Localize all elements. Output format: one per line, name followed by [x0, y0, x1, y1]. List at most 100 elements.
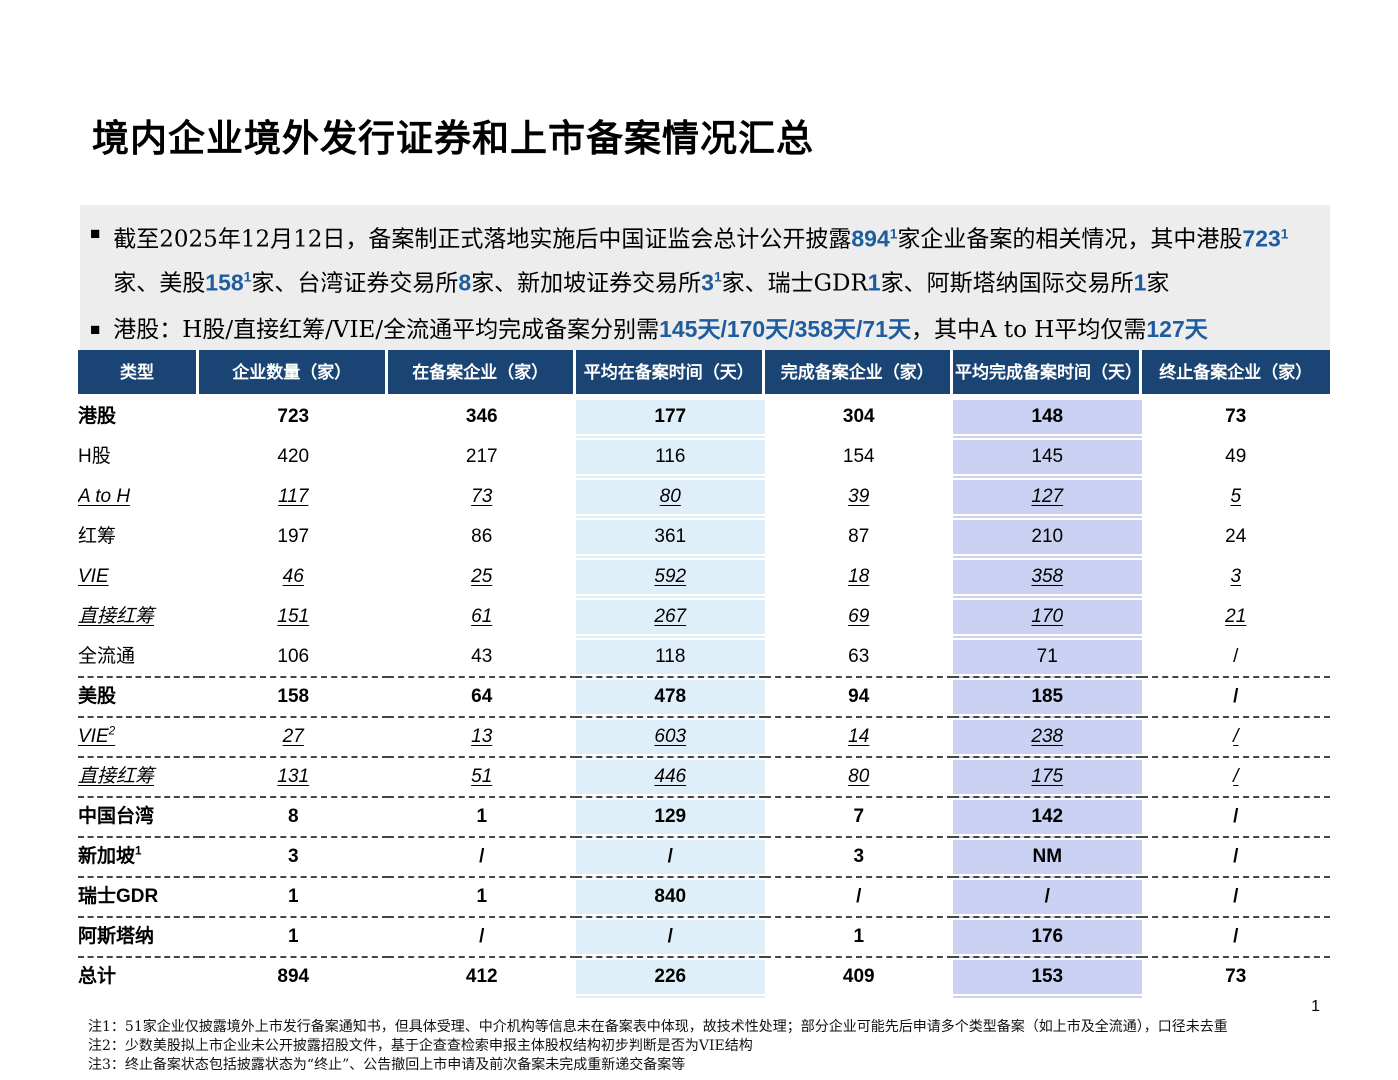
table-cell: 131	[199, 758, 388, 798]
table-cell: 18	[848, 566, 870, 587]
accent-text: 8	[458, 269, 472, 296]
table-cell: 118	[576, 638, 765, 678]
body-text: 家	[1146, 270, 1170, 297]
table-cell: 87	[848, 526, 870, 547]
row-label: 全流通	[78, 638, 199, 678]
table-row: 直接红筹 151 61 267 69 170 21	[78, 598, 1330, 638]
table-cell: 116	[576, 438, 765, 478]
table-cell: /	[764, 878, 953, 918]
body-text: 港股：H股/直接红筹/VIE/全流通平均完成备案分别需	[113, 317, 660, 344]
body-text: 家、阿斯塔纳国际交易所	[880, 270, 1134, 297]
table-cell: 478	[576, 678, 765, 718]
accent-text: 1	[889, 226, 898, 241]
table-cell: 894	[277, 966, 310, 987]
table-cell: /	[387, 918, 576, 958]
accent-text: 1	[713, 269, 722, 285]
table-cell: 80	[576, 478, 765, 518]
table-cell: 63	[764, 638, 953, 678]
table-row: 直接红筹 131 51 446 80 175/	[78, 758, 1330, 798]
bullet-item: ■ 港股：H股/直接红筹/VIE/全流通平均完成备案分别需145天/170天/35…	[90, 311, 1316, 349]
table-cell: 1	[764, 918, 953, 958]
row-label: A to H	[78, 486, 131, 507]
accent-text: 894	[851, 225, 890, 252]
table-cell: 27	[199, 718, 388, 758]
table-cell: 86	[471, 526, 493, 547]
table-row: VIE2 27 13 603 14 238/	[78, 718, 1330, 758]
table-row: A to H 117 73 80 39 127 5	[78, 478, 1330, 518]
table-cell: 13	[387, 718, 576, 758]
column-header: 平均在备案时间（天）	[576, 350, 765, 398]
table-cell: /	[1141, 678, 1330, 718]
row-label: 中国台湾	[78, 798, 199, 838]
bullet-text: 截至2025年12月12日，备案制正式落地实施后中国证监会总计公开披露8941家…	[113, 215, 1316, 302]
table-row: 中国台湾 8 1 129 7 142/	[78, 798, 1330, 838]
table-cell: 723	[277, 406, 310, 427]
bullet-square-icon: ■	[90, 320, 101, 340]
footnote-line: 注3：终止备案状态包括披露状态为“终止”、公告撤回上市申请及前次备案未完成重新递…	[88, 1057, 686, 1073]
table-cell: 185	[953, 678, 1142, 718]
body-text: 家企业备案的相关情况，其中港股	[897, 226, 1243, 253]
body-text: 家、新加坡证券交易所	[471, 270, 702, 297]
table-cell: 1	[199, 918, 388, 958]
table-header-row: 类型 企业数量（家） 在备案企业（家） 平均在备案时间（天） 完成备案企业（家） 平均完成…	[78, 350, 1330, 398]
table-cell: 358	[953, 558, 1142, 598]
table-row: 总计 894 412 226 409 153 73	[78, 958, 1330, 998]
table-cell: 177	[576, 398, 765, 438]
table-cell: 158	[199, 678, 388, 718]
accent-text: 1	[243, 269, 252, 285]
table-cell: 5	[1230, 486, 1242, 507]
table-cell: 148	[953, 398, 1142, 438]
column-header: 平均完成备案时间（天）	[953, 350, 1142, 398]
table-cell: 73	[471, 486, 493, 507]
table-cell: 238	[953, 718, 1142, 758]
table-cell: 145	[953, 438, 1142, 478]
table-cell: /	[576, 838, 765, 878]
table-cell: 197	[277, 526, 310, 547]
table-cell: 446	[576, 758, 765, 798]
table-cell: 3	[764, 838, 953, 878]
table-cell: 153	[953, 958, 1142, 998]
row-label: 总计	[78, 966, 117, 987]
table-cell: 46	[282, 566, 304, 587]
table-cell: 361	[576, 518, 765, 558]
table-cell: /	[1141, 838, 1330, 878]
table-cell: 1	[387, 878, 576, 918]
row-label: 阿斯塔纳	[78, 918, 199, 958]
table-cell: 8	[199, 798, 388, 838]
page-number: 1	[1311, 998, 1320, 1015]
table-cell: 49	[1225, 446, 1247, 467]
footnote-line: 注2：少数美股拟上市企业未公开披露招股文件，基于企查查检索申报主体股权结构初步判…	[88, 1038, 753, 1054]
table-cell: NM	[953, 838, 1142, 878]
table-cell: 117	[278, 486, 309, 507]
table-cell: 346	[465, 406, 498, 427]
table-cell: 14	[764, 718, 953, 758]
table-cell: 210	[953, 518, 1142, 558]
table-cell: 151	[277, 606, 310, 627]
table-cell: /	[576, 918, 765, 958]
table-cell: 69	[848, 606, 870, 627]
table-cell: /	[953, 878, 1142, 918]
summary-box: ■ 截至2025年12月12日，备案制正式落地实施后中国证监会总计公开披露8941…	[80, 205, 1330, 362]
table-row: H股 420 217 116 154 145 49	[78, 438, 1330, 478]
accent-text: 158	[205, 269, 244, 296]
table-cell: 24	[1225, 526, 1247, 547]
body-text: 家、美股	[113, 270, 206, 297]
row-label: VIE	[78, 566, 109, 587]
table-cell: 267	[576, 598, 765, 638]
table-cell: /	[1141, 638, 1330, 678]
table-cell: 142	[953, 798, 1142, 838]
footnotes: 注1：51家企业仅披露境外上市发行备案通知书，但具体受理、中介机构等信息未在备案…	[88, 1018, 1328, 1075]
table-cell: 3	[1230, 566, 1242, 587]
filing-summary-table: 类型 企业数量（家） 在备案企业（家） 平均在备案时间（天） 完成备案企业（家） 平均完成…	[78, 350, 1330, 998]
accent-text: 1	[1280, 226, 1289, 241]
table-cell: 51	[387, 758, 576, 798]
column-header: 在备案企业（家）	[387, 350, 576, 398]
table-cell: 170	[953, 598, 1142, 638]
accent-text: 145天/170天/358天/71天	[659, 316, 911, 343]
table-cell: /	[1141, 918, 1330, 958]
table-cell: 3	[199, 838, 388, 878]
table-cell: 154	[842, 446, 875, 467]
column-header: 完成备案企业（家）	[764, 350, 953, 398]
row-label: 新加坡1	[78, 838, 199, 878]
